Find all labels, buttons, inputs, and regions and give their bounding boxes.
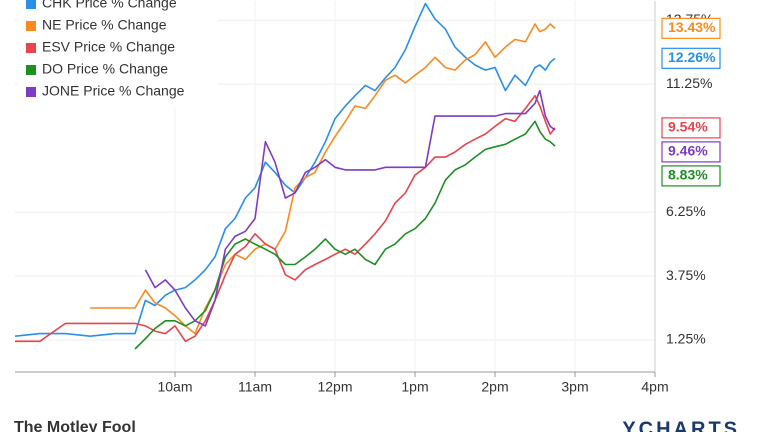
legend-label: NE Price % Change [42, 17, 167, 33]
end-label: 9.54% [668, 119, 708, 135]
y-tick-label: 3.75% [666, 267, 706, 283]
footer-left: The Motley Fool [14, 419, 136, 432]
end-label-box [661, 47, 721, 69]
legend-swatch [26, 65, 36, 75]
end-label: 12.26% [668, 49, 716, 65]
y-tick-label: 11.25% [666, 75, 712, 91]
series-line [14, 2, 556, 337]
legend-label: JONE Price % Change [42, 83, 185, 99]
legend-swatch [26, 21, 36, 31]
end-label-box [661, 117, 721, 139]
footer-right: YCHARTS [622, 418, 740, 432]
series-line [90, 23, 556, 335]
x-tick-label: 1pm [401, 379, 428, 395]
y-tick-label: 1.25% [666, 331, 706, 347]
end-label: 13.43% [668, 19, 716, 35]
end-label-box [661, 165, 721, 187]
x-tick-label: 2pm [481, 379, 508, 395]
end-label-box [661, 141, 721, 163]
legend-swatch [26, 43, 36, 53]
x-tick-label: 12pm [317, 379, 352, 395]
legend-label: DO Price % Change [42, 61, 168, 77]
end-label-box [661, 17, 721, 39]
legend-label: CHK Price % Change [42, 0, 177, 11]
x-tick-label: 10am [157, 379, 192, 395]
series-line [15, 94, 556, 343]
x-tick-label: 4pm [641, 379, 668, 395]
end-label: 9.46% [668, 143, 708, 159]
x-tick-label: 11am [238, 379, 272, 395]
legend-swatch [26, 87, 36, 97]
y-tick-label: 6.25% [666, 203, 706, 219]
end-label: 8.83% [668, 167, 708, 183]
legend-swatch [26, 0, 36, 9]
legend-label: ESV Price % Change [42, 39, 175, 55]
legend-box [18, 0, 218, 108]
x-tick-label: 3pm [561, 379, 588, 395]
series-line [134, 120, 556, 350]
series-line [144, 89, 556, 327]
